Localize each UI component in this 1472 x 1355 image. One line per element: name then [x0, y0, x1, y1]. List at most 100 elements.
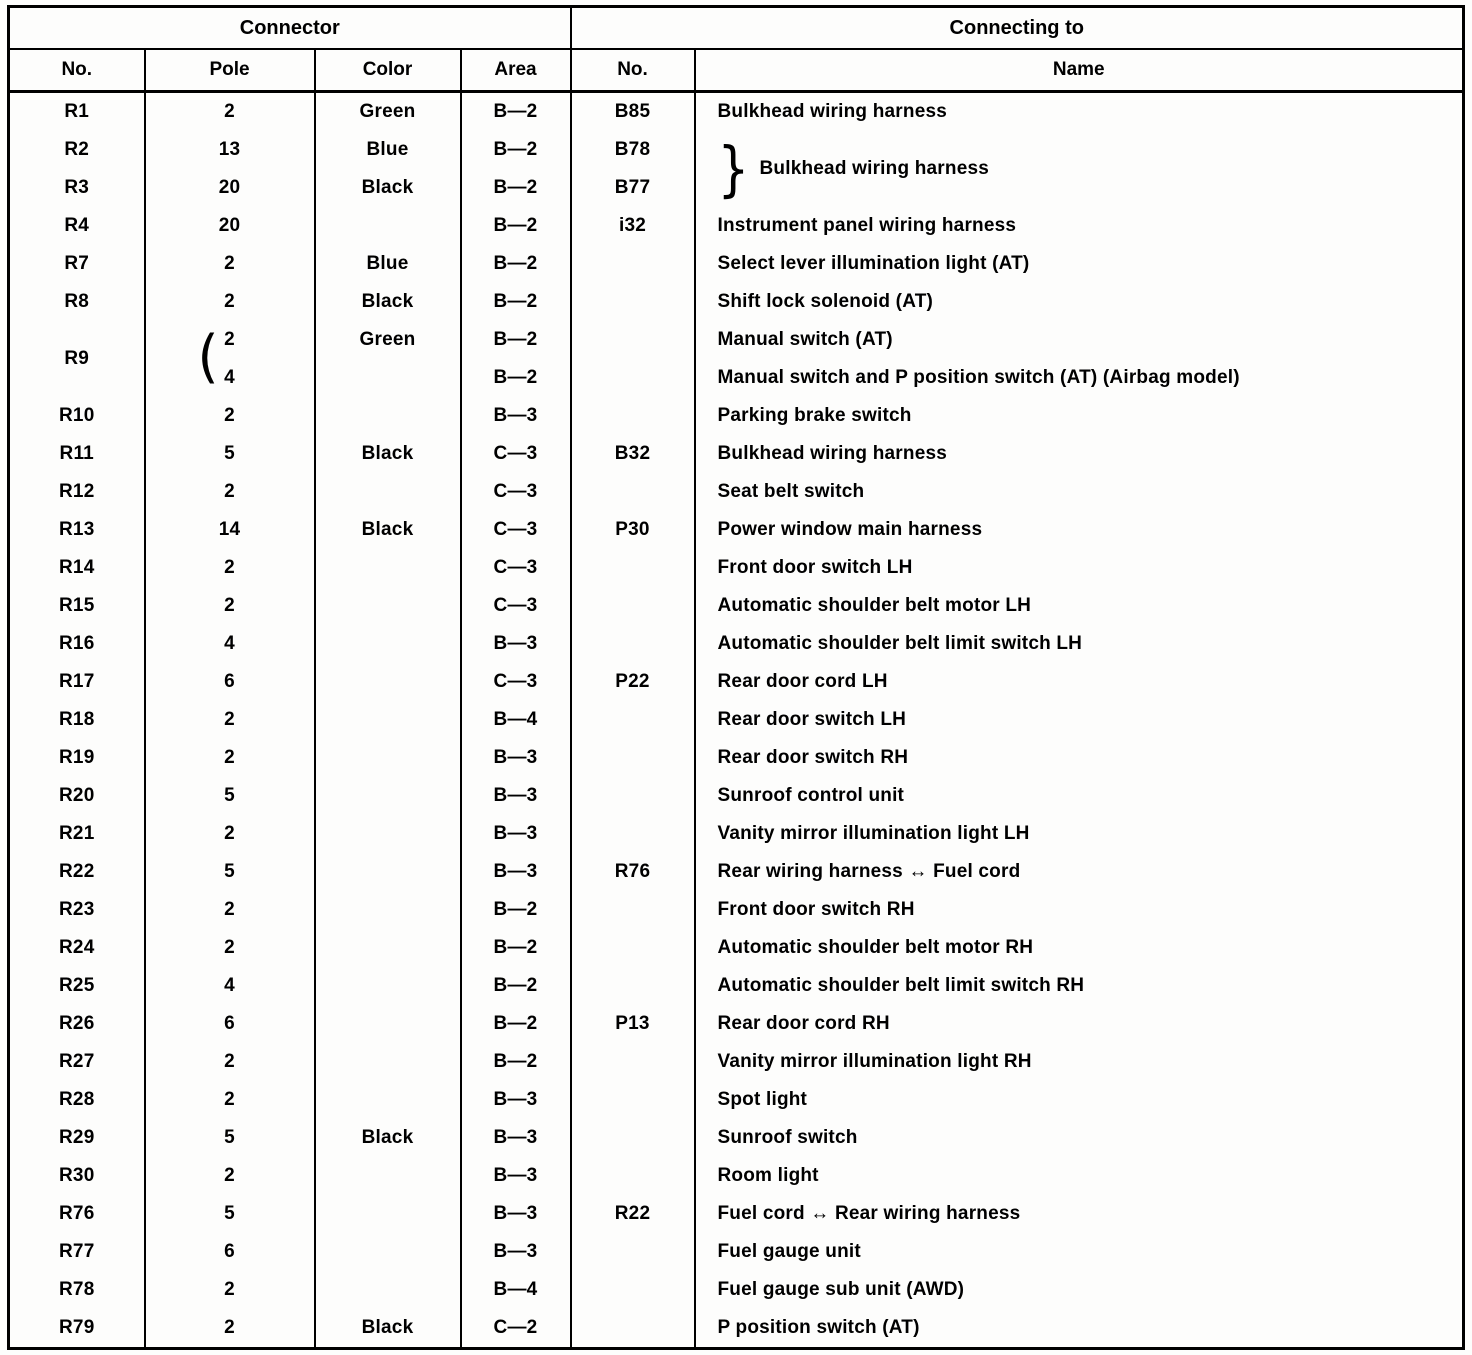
cell-color — [313, 701, 462, 739]
cell-name-text: Instrument panel wiring harness — [717, 215, 1017, 236]
cell-pole: 2 — [143, 1271, 316, 1309]
cell-connecting-no: P13 — [569, 1005, 696, 1043]
cell-connecting-no — [569, 1119, 696, 1157]
cell-area: B—3 — [459, 739, 572, 777]
cell-area-text: B—3 — [493, 405, 538, 426]
cell-color — [313, 1157, 462, 1195]
table-row: R30 2 B—3 Room light — [7, 1157, 1465, 1195]
cell-connector-no-text: R2 — [64, 139, 90, 160]
cell-area-text: C—3 — [493, 519, 538, 540]
cell-name: Vanity mirror illumination light RH — [693, 1043, 1465, 1081]
cell-color — [313, 587, 462, 625]
table-row: R4 20 B—2 i32 Instrument panel wiring harnes… — [7, 207, 1465, 245]
cell-area-text: C—2 — [493, 1317, 538, 1338]
cell-connector-no: R25 — [7, 967, 146, 1005]
cell-area-text: B—3 — [493, 1203, 538, 1224]
cell-area-text: C—3 — [493, 443, 538, 464]
cell-area: B—3 — [459, 1195, 572, 1233]
cell-name-text: P position switch (AT) — [717, 1317, 920, 1338]
cell-area-text: B—3 — [493, 1165, 538, 1186]
cell-name-text: Automatic shoulder belt motor LH — [717, 595, 1032, 616]
column-header-row: No. Pole Color Area No. Name — [7, 49, 1465, 93]
cell-pole: 2 — [143, 549, 316, 587]
cell-connecting-no-text: P30 — [615, 519, 650, 540]
cell-color: Black — [313, 1119, 462, 1157]
cell-connector-no: R28 — [7, 1081, 146, 1119]
cell-color — [313, 625, 462, 663]
cell-name: Sunroof control unit — [693, 777, 1465, 815]
cell-connecting-no: B85 — [569, 91, 696, 131]
cell-pole-text: 2 — [224, 1051, 235, 1072]
cell-pole-text: 2 — [224, 253, 235, 274]
cell-connector-no-text: R12 — [59, 481, 95, 502]
cell-pole-text: 6 — [224, 1013, 235, 1034]
cell-connector-no-text: R4 — [64, 215, 90, 236]
cell-connecting-no — [569, 245, 696, 283]
cell-name: Rear door switch LH — [693, 701, 1465, 739]
cell-pole-text: 2 — [224, 329, 235, 350]
cell-pole: 13 — [143, 131, 316, 169]
cell-connector-no: R10 — [7, 397, 146, 435]
cell-area: B—2 — [459, 169, 572, 207]
cell-connecting-no-text: R76 — [614, 861, 651, 882]
cell-name: P position switch (AT) — [693, 1309, 1465, 1349]
cell-area: B—2 — [459, 1005, 572, 1043]
cell-name: } Bulkhead wiring harness — [693, 131, 1465, 207]
cell-area: C—3 — [459, 473, 572, 511]
table-row: R79 2 Black C—2 P position switch (AT) — [7, 1309, 1465, 1349]
cell-area-text: B—2 — [493, 329, 538, 350]
cell-connector-no-text: R11 — [59, 443, 94, 464]
cell-name-text: Manual switch (AT) — [717, 329, 893, 350]
cell-pole: 2 — [143, 1043, 316, 1081]
cell-name: Fuel cord ↔ Rear wiring harness — [693, 1195, 1465, 1233]
cell-connecting-no — [569, 1157, 696, 1195]
cell-color-text: Green — [359, 101, 416, 122]
cell-name: Parking brake switch — [693, 397, 1465, 435]
cell-color — [313, 1043, 462, 1081]
cell-name-text: Rear door switch LH — [717, 709, 907, 730]
cell-connector-no: R20 — [7, 777, 146, 815]
cell-connector-no-text: R25 — [59, 975, 95, 996]
cell-connecting-no — [569, 967, 696, 1005]
cell-area: B—2 — [459, 321, 572, 359]
cell-area: B—2 — [459, 1043, 572, 1081]
cell-connector-no: R9 — [7, 321, 146, 397]
cell-pole-text: 2 — [224, 899, 235, 920]
cell-pole-text: 2 — [224, 1279, 235, 1300]
cell-area-text: B—4 — [493, 709, 538, 730]
cell-pole: 4 — [143, 967, 316, 1005]
cell-name-text: Vanity mirror illumination light RH — [717, 1051, 1032, 1072]
cell-color: Green — [313, 91, 462, 131]
table-row: R11 5 Black C—3 B32 Bulkhead wiring harness — [7, 435, 1465, 473]
cell-pole: 20 — [143, 169, 316, 207]
cell-color — [313, 853, 462, 891]
cell-connector-no: R18 — [7, 701, 146, 739]
table-row: R16 4 B—3 Automatic shoulder belt limit swi… — [7, 625, 1465, 663]
cell-name-text: Front door switch LH — [717, 557, 913, 578]
cell-color — [313, 1081, 462, 1119]
cell-color-text: Blue — [366, 253, 409, 274]
cell-connector-no: R15 — [7, 587, 146, 625]
table-row: R21 2 B—3 Vanity mirror illumination light … — [7, 815, 1465, 853]
table-row: R77 6 B—3 Fuel gauge unit — [7, 1233, 1465, 1271]
cell-connector-no: R19 — [7, 739, 146, 777]
cell-pole-text: 2 — [224, 1317, 235, 1338]
cell-connector-no-text: R8 — [64, 291, 90, 312]
cell-pole-text: 5 — [224, 443, 235, 464]
col-header-color: Color — [313, 49, 462, 93]
cell-connecting-no — [569, 739, 696, 777]
cell-area: B—4 — [459, 1271, 572, 1309]
cell-pole: 5 — [143, 777, 316, 815]
cell-area-text: B—3 — [493, 861, 538, 882]
cell-pole-text: 2 — [224, 747, 235, 768]
cell-area: B—3 — [459, 1081, 572, 1119]
cell-name-text: Bulkhead wiring harness — [717, 443, 947, 464]
cell-name-text: Rear wiring harness ↔ Fuel cord — [717, 861, 1021, 882]
cell-area: B—3 — [459, 1157, 572, 1195]
cell-connector-no-text: R7 — [64, 253, 90, 274]
cell-name-text: Automatic shoulder belt limit switch RH — [717, 975, 1085, 996]
cell-pole-text: 2 — [224, 595, 235, 616]
cell-color — [313, 1195, 462, 1233]
cell-connector-no-text: R3 — [64, 177, 90, 198]
group-header-connector: Connector — [7, 6, 572, 50]
